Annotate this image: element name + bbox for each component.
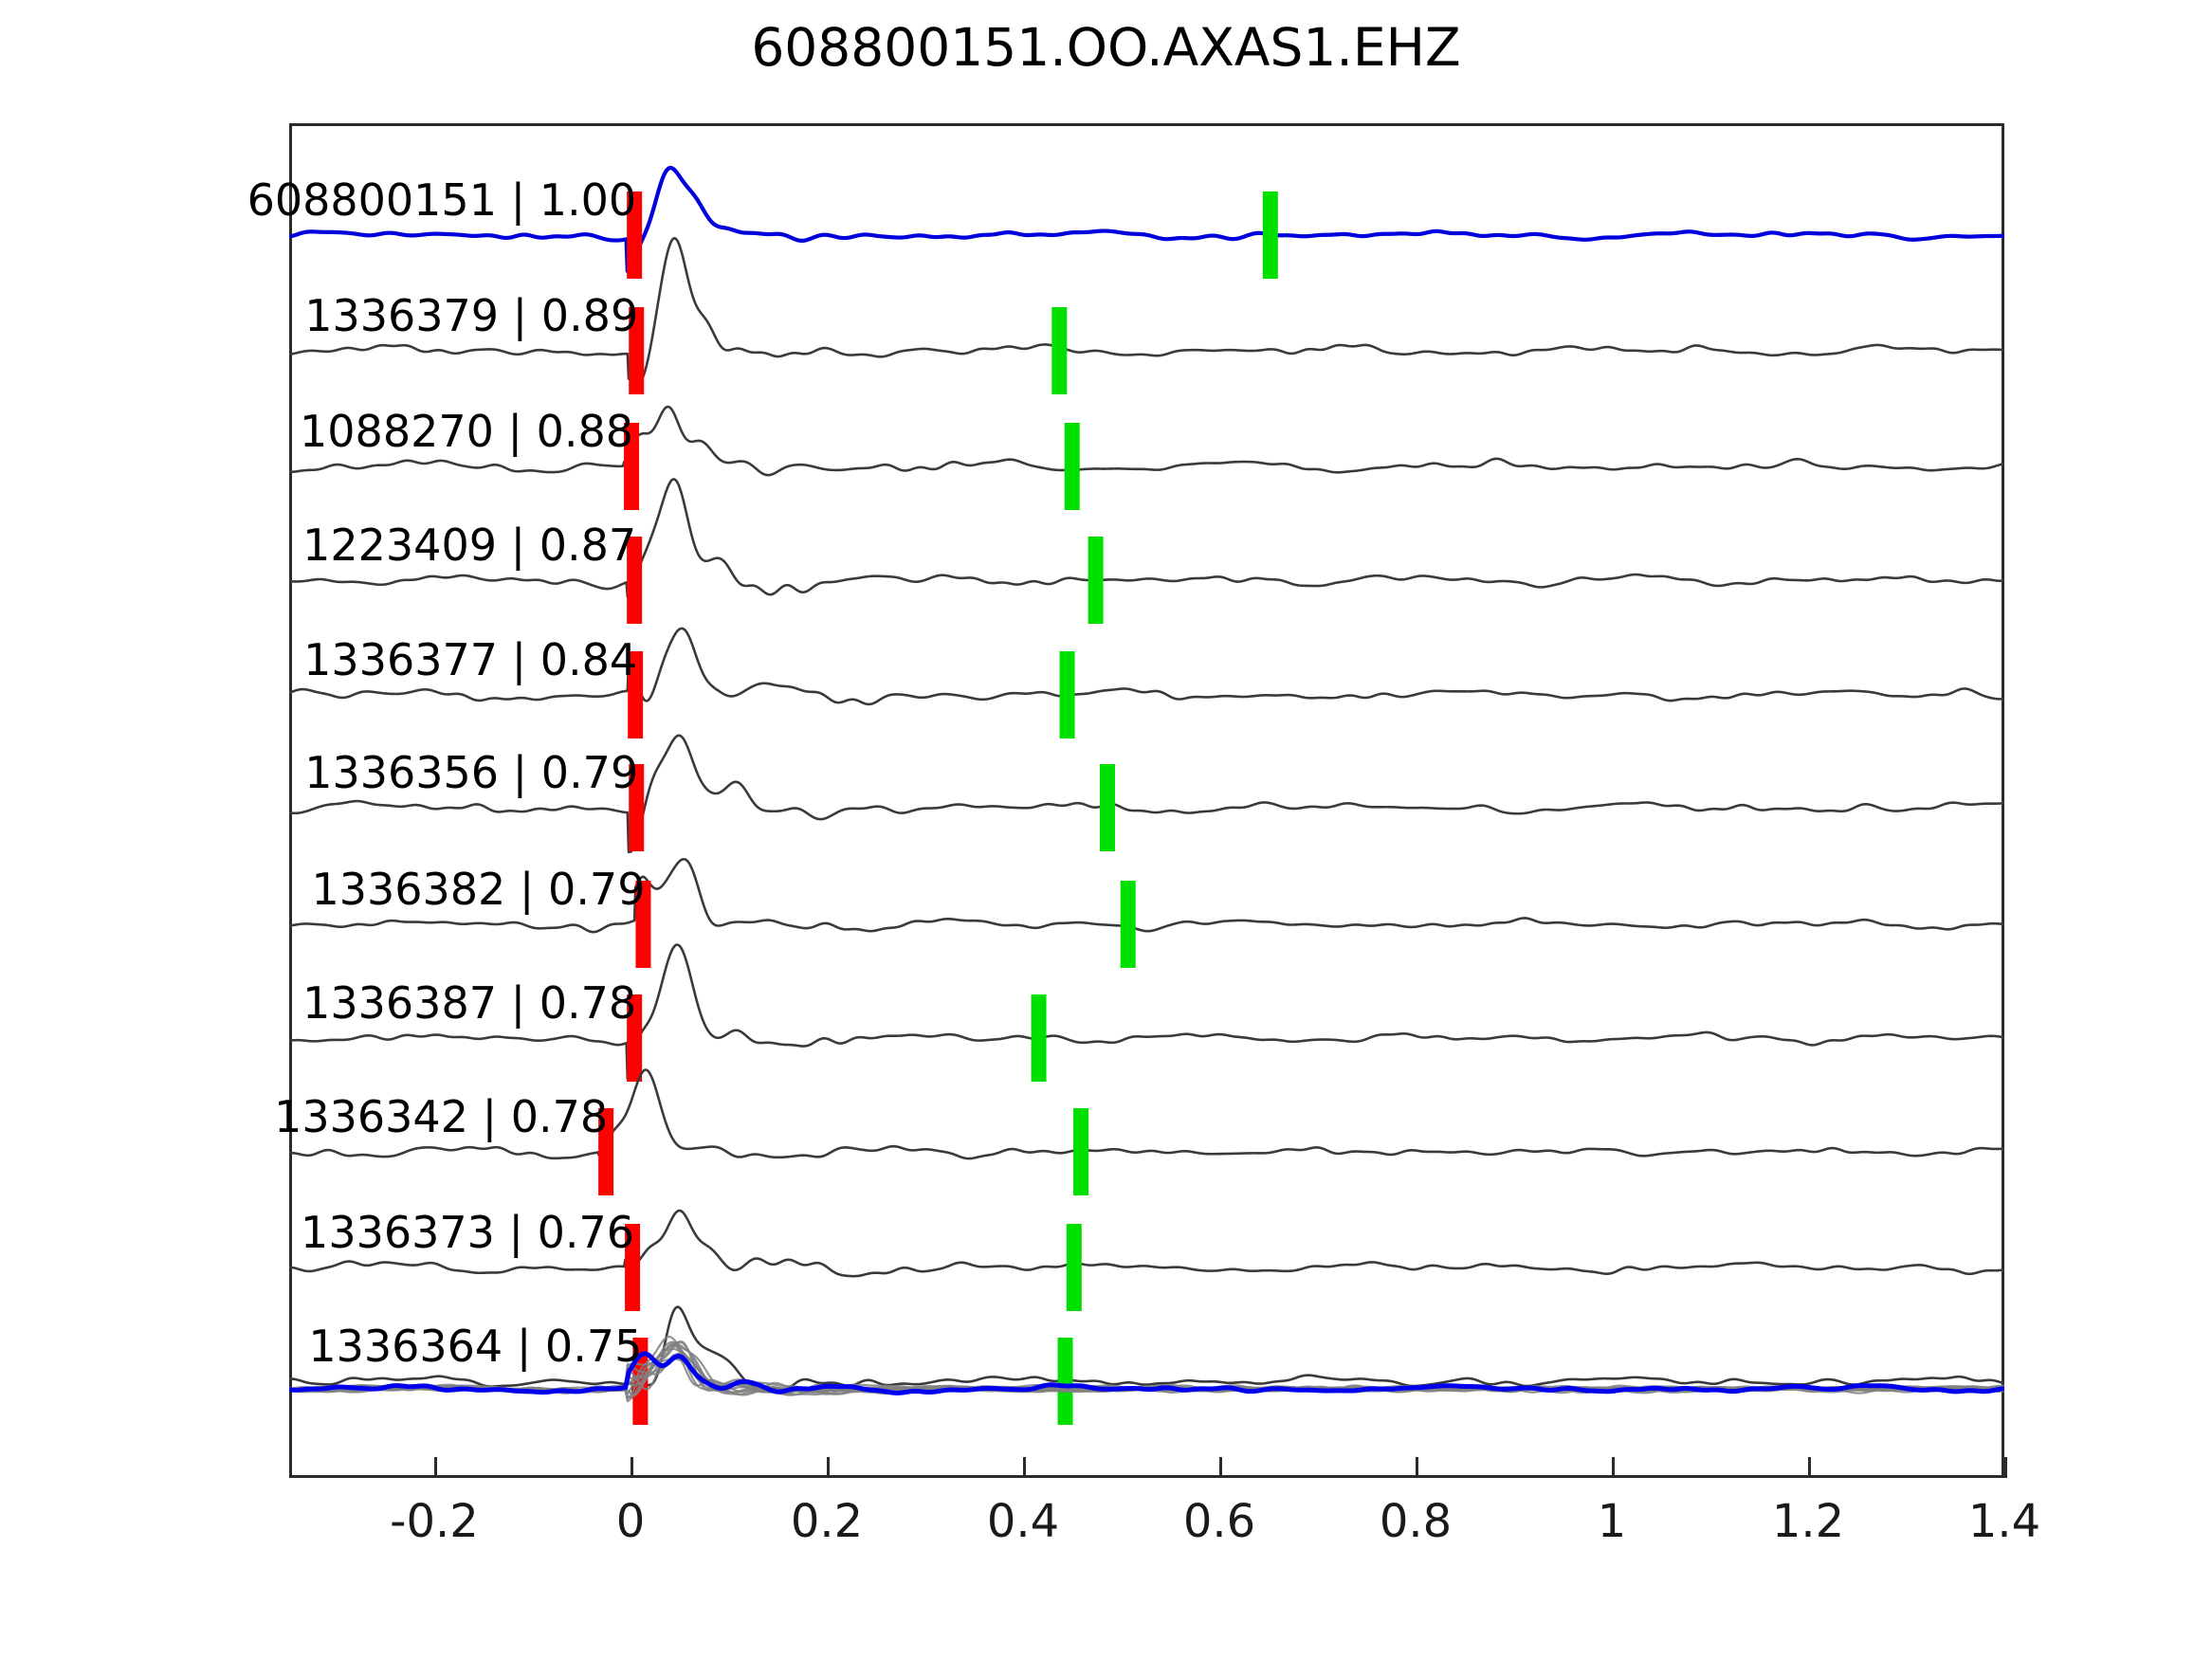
x-tick-mark (631, 1457, 633, 1478)
trace-label-1336342: 1336342 | 0.78 (274, 1091, 609, 1142)
trace-label-1336379: 1336379 | 0.89 (304, 290, 639, 341)
x-tick-label: 0.8 (1379, 1495, 1453, 1548)
x-tick-label: 0.2 (790, 1495, 864, 1548)
trace-label-1336387: 1336387 | 0.78 (302, 977, 637, 1029)
x-tick-label: 0 (615, 1495, 646, 1548)
x-tick-mark (827, 1457, 830, 1478)
x-tick-mark (1612, 1457, 1615, 1478)
x-tick-label: 0.6 (1182, 1495, 1256, 1548)
trace-label-1336364: 1336364 | 0.75 (308, 1321, 643, 1372)
x-tick-label: 0.4 (986, 1495, 1060, 1548)
x-tick-mark (434, 1457, 437, 1478)
trace-label-1088270: 1088270 | 0.88 (300, 406, 634, 457)
x-tick-label: 1 (1597, 1495, 1627, 1548)
trace-label-1336356: 1336356 | 0.79 (304, 747, 639, 798)
x-tick-mark (1416, 1457, 1418, 1478)
x-tick-mark (1808, 1457, 1811, 1478)
trace-label-1336373: 1336373 | 0.76 (301, 1207, 635, 1258)
x-tick-mark (2004, 1457, 2007, 1478)
trace-label-608800151: 608800151 | 1.00 (247, 174, 637, 226)
trace-label-1223409: 1223409 | 0.87 (302, 520, 637, 571)
trace-label-1336382: 1336382 | 0.79 (311, 864, 646, 915)
x-tick-label: 1.2 (1771, 1495, 1845, 1548)
trace-label-1336377: 1336377 | 0.84 (303, 634, 638, 685)
x-tick-label: -0.2 (390, 1495, 479, 1548)
page-title: 608800151.OO.AXAS1.EHZ (751, 17, 1461, 78)
x-tick-mark (1219, 1457, 1222, 1478)
x-tick-label: 1.4 (1967, 1495, 2041, 1548)
x-tick-mark (1023, 1457, 1026, 1478)
